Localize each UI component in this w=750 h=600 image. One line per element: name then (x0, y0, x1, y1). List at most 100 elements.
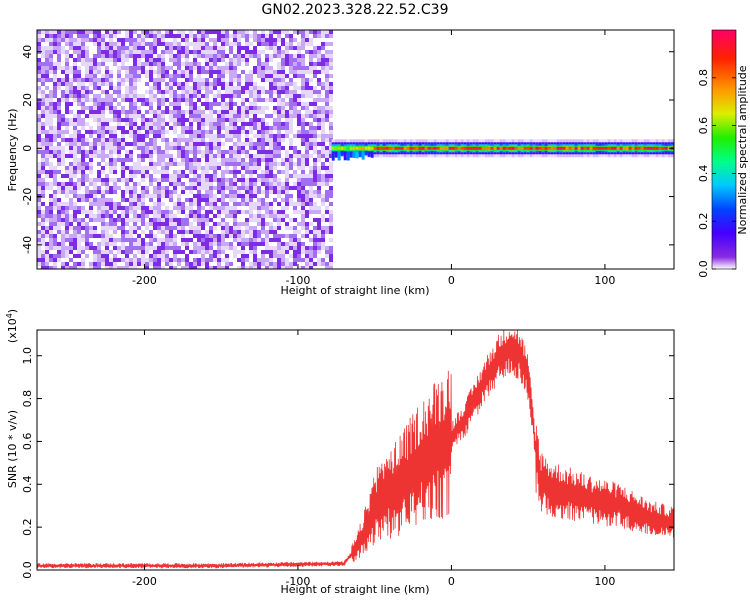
spectrogram-cell (329, 226, 333, 230)
spectrogram-cell (185, 258, 189, 262)
spectrogram-cell (301, 162, 305, 166)
spectrogram-cell (49, 234, 53, 238)
spectrogram-cell (257, 94, 261, 98)
spectrogram-cell (209, 266, 213, 269)
spectrogram-cell (169, 142, 173, 146)
spectrogram-cell (197, 122, 201, 126)
spectrogram-cell (285, 54, 289, 58)
spectrogram-cell (297, 54, 301, 58)
spectrogram-cell (321, 98, 325, 102)
spectrogram-cell (37, 174, 41, 178)
spectrogram-cell (177, 66, 181, 70)
spectrogram-cell (273, 34, 277, 38)
spectrogram-cell (129, 158, 133, 162)
spectrogram-cell (245, 114, 249, 118)
spectrogram-cell (117, 146, 121, 150)
spectrogram-cell (189, 166, 193, 170)
spectrogram-cell (201, 142, 205, 146)
spectrogram-cell (81, 38, 85, 42)
spectrogram-cell (177, 162, 181, 166)
spectrogram-cell (65, 198, 69, 202)
spectrogram-cell (325, 218, 329, 222)
spectrogram-cell (177, 210, 181, 214)
spectrogram-cell (129, 178, 133, 182)
spectrogram-cell (117, 114, 121, 118)
spectrogram-cell (253, 190, 257, 194)
spectrogram-cell (193, 146, 197, 150)
spectrogram-cell (77, 238, 81, 242)
spectrogram-cell (89, 42, 93, 46)
spectrogram-cell (237, 230, 241, 234)
spectrogram-cell (65, 54, 69, 58)
spectrogram-cell (97, 146, 101, 150)
spectrogram-cell (257, 194, 261, 198)
spectrogram-cell (65, 262, 69, 266)
spectrogram-cell (313, 34, 317, 38)
spectrogram-cell (249, 118, 253, 122)
spectrogram-cell (225, 138, 229, 142)
spectrogram-cell (177, 54, 181, 58)
spectrogram-cell (213, 42, 217, 46)
spectrogram-cell (173, 38, 177, 42)
spectrogram-cell (285, 186, 289, 190)
spectrogram-cell (225, 234, 229, 238)
spectrogram-cell (289, 86, 293, 90)
spectrogram-cell (189, 238, 193, 242)
spectrogram-cell (65, 118, 69, 122)
spectrogram-cell (109, 78, 113, 82)
spectrogram-cell (221, 58, 225, 62)
spectrogram-cell (201, 246, 205, 250)
spectrogram-cell (157, 262, 161, 266)
spectrogram-cell (297, 186, 301, 190)
spectrogram-cell (105, 54, 109, 58)
spectrogram-cell (109, 114, 113, 118)
spectrogram-cell (281, 194, 285, 198)
spectrogram-cell (41, 134, 45, 138)
spectrogram-cell (221, 238, 225, 242)
spectrogram-cell (73, 234, 77, 238)
spectrogram-cell (229, 46, 233, 50)
spectrogram-cell (245, 158, 249, 162)
spectrogram-cell (193, 66, 197, 70)
spectrogram-cell (205, 122, 209, 126)
spectrogram-cell (181, 242, 185, 246)
spectrogram-cell (213, 134, 217, 138)
spectrogram-cell (269, 254, 273, 258)
spectrogram-cell (249, 170, 253, 174)
spectrogram-cell (305, 262, 309, 266)
spectrogram-cell (105, 226, 109, 230)
spectrogram-cell (73, 154, 77, 158)
spectrogram-cell (249, 242, 253, 246)
spectrogram-cell (241, 242, 245, 246)
spectrogram-cell (189, 62, 193, 66)
spectrogram-cell (73, 114, 77, 118)
spectrogram-cell (169, 202, 173, 206)
spectrogram-cell (646, 146, 650, 150)
spectrogram-cell (49, 90, 53, 94)
spectrogram-cell (133, 34, 137, 38)
spectrogram-cell (101, 50, 105, 54)
spectrogram-cell (61, 170, 65, 174)
spectrogram-cell (313, 214, 317, 218)
spectrogram-cell (201, 206, 205, 210)
spectrogram-cell (61, 106, 65, 110)
spectrogram-cell (201, 174, 205, 178)
spectrogram-cell (137, 86, 141, 90)
spectrogram-cell (293, 110, 297, 114)
spectrogram-cell (69, 154, 73, 158)
spectrogram-cell (241, 166, 245, 170)
spectrogram-cell (205, 242, 209, 246)
spectrogram-cell (41, 234, 45, 238)
spectrogram-cell (221, 126, 225, 130)
spectrogram-cell (189, 102, 193, 106)
spectrogram-cell (245, 218, 249, 222)
spectrogram-cell (65, 82, 69, 86)
spectrogram-cell (189, 226, 193, 230)
spectrogram-cell (45, 154, 49, 158)
spectrogram-cell (149, 30, 153, 34)
spectrogram-cell (61, 102, 65, 106)
spectrogram-cell (97, 70, 101, 74)
spectrogram-cell (41, 102, 45, 106)
spectrogram-cell (121, 238, 125, 242)
spectrogram-cell (265, 178, 269, 182)
